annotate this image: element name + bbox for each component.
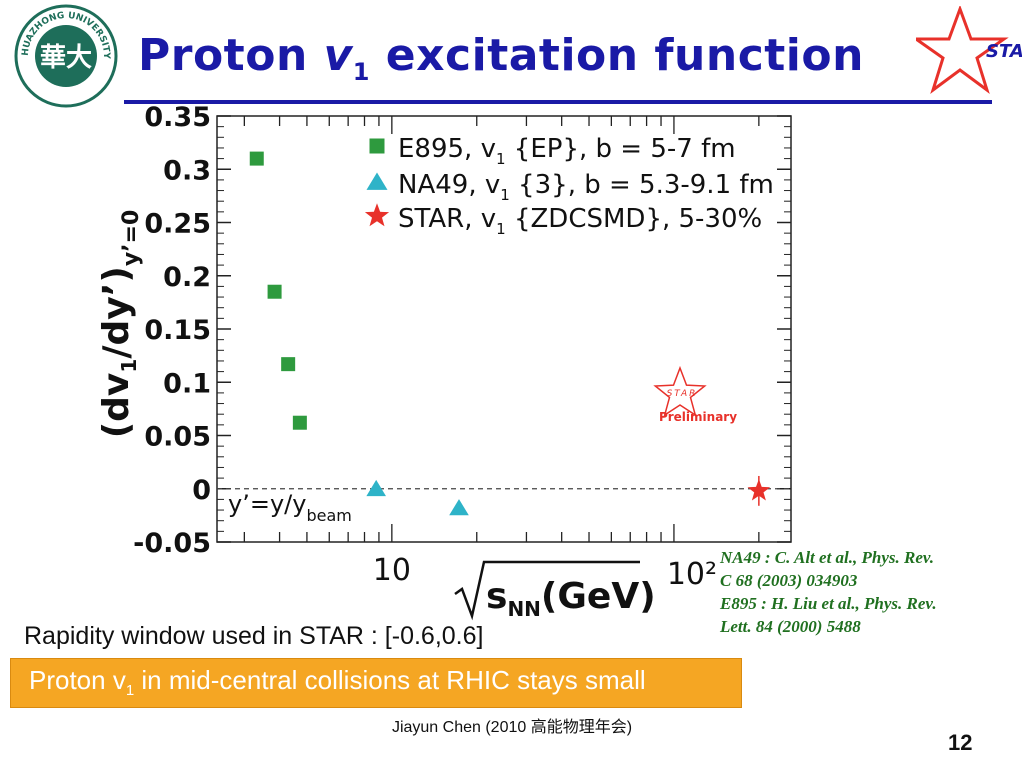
data-point <box>366 479 386 497</box>
footer-author: Jiayun Chen (2010 高能物理年会) <box>391 719 633 736</box>
rapidity-window-text: Rapidity window used in STAR : [-0.6,0.6… <box>24 622 484 650</box>
data-point <box>281 357 296 372</box>
reference-line: NA49 : C. Alt et al., Phys. Rev. <box>720 548 935 567</box>
legend-marker <box>366 172 388 190</box>
university-logo: HUAZHONG UNIVERSITY 華大 <box>14 4 118 108</box>
conclusion-banner: Proton v1 in mid-central collisions at R… <box>10 658 742 708</box>
x-tick-label: 10² <box>667 557 717 592</box>
star-logo: STAR <box>916 6 1022 94</box>
y-tick-label: -0.05 <box>133 528 211 559</box>
y-tick-label: 0.25 <box>144 209 211 240</box>
y-axis-label: (dv1/dy’)y’=0 <box>96 210 144 439</box>
data-point <box>449 499 469 516</box>
ybeam-annotation: y’=y/ybeam <box>228 490 352 525</box>
slide-title: Proton v1 excitation function <box>138 30 864 86</box>
y-tick-label: 0.1 <box>163 368 211 399</box>
y-tick-label: 0.15 <box>144 315 211 346</box>
preliminary-star-icon <box>653 365 707 417</box>
x-axis-label: sNN(GeV) <box>486 576 656 621</box>
y-tick-label: 0.35 <box>144 104 211 133</box>
y-tick-label: 0 <box>192 475 211 506</box>
legend-entry: E895, v1 {EP}, b = 5-7 fm <box>398 134 736 168</box>
data-point <box>747 479 771 501</box>
reference-line: Lett. 84 (2000) 5488 <box>720 617 861 636</box>
data-point <box>267 284 282 299</box>
page-number: 12 <box>948 730 973 755</box>
y-tick-label: 0.3 <box>163 155 211 186</box>
logo-center: 華大 <box>40 43 92 73</box>
reference-line: C 68 (2003) 034903 <box>720 571 858 590</box>
x-axis-radical <box>454 560 640 621</box>
excitation-chart: (dv1/dy’)y’=0 -0.05 0 0.05 0.1 0.15 0.2 0.25 0.… <box>96 104 792 621</box>
banner-text: Proton v1 in mid-central collisions at R… <box>29 665 646 700</box>
legend-entry: NA49, v1 {3}, b = 5.3-9.1 fm <box>398 170 774 204</box>
preliminary-label: Preliminary <box>659 410 737 424</box>
legend-marker <box>364 203 390 227</box>
preliminary-star-text: STAR <box>667 389 698 399</box>
data-point <box>292 415 307 430</box>
title-rule <box>124 100 992 104</box>
reference-line: E895 : H. Liu et al., Phys. Rev. <box>720 594 937 613</box>
svg-text:STAR: STAR <box>986 41 1022 62</box>
legend-entry: STAR, v1 {ZDCSMD}, 5-30% <box>398 204 762 238</box>
legend-marker <box>369 138 385 154</box>
y-tick-label: 0.05 <box>144 422 211 453</box>
data-point <box>249 151 264 166</box>
references: NA49 : C. Alt et al., Phys. Rev. C 68 (2… <box>720 546 1016 638</box>
x-tick-label: 10 <box>373 553 411 588</box>
y-tick-label: 0.2 <box>163 262 211 293</box>
